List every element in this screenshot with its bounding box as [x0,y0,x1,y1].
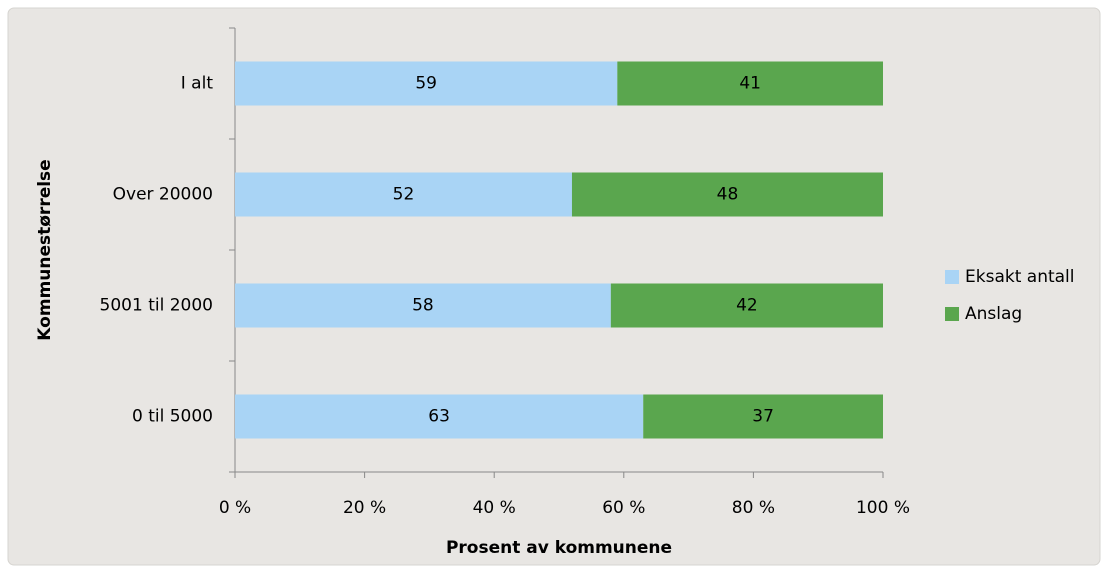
data-label: 59 [415,74,437,94]
data-label: 42 [736,296,758,316]
x-tick-label: 40 % [473,498,516,518]
x-tick-label: 0 % [219,498,251,518]
legend-swatch [945,307,959,321]
legend-swatch [945,270,959,284]
x-tick-label: 60 % [602,498,645,518]
data-label: 52 [393,185,415,205]
y-axis-title: Kommunestørrelse [35,159,55,340]
x-tick-label: 100 % [856,498,910,518]
x-axis-title: Prosent av kommunene [446,538,672,558]
bar-segment [643,394,883,439]
y-tick-label: I alt [181,74,214,94]
legend-label: Anslag [965,304,1022,324]
bar-segment [235,61,618,106]
y-tick-label: Over 20000 [113,185,213,205]
y-tick-label: 0 til 5000 [132,407,213,427]
x-tick-label: 20 % [343,498,386,518]
data-label: 58 [412,296,434,316]
legend-label: Eksakt antall [965,267,1075,287]
data-label: 37 [752,407,774,427]
bar-segment [617,61,883,106]
data-label: 63 [428,407,450,427]
bar-segment [571,172,883,217]
bar-segment [610,283,883,328]
y-tick-label: 5001 til 2000 [100,296,213,316]
data-label: 48 [717,185,739,205]
bar-segment [235,394,644,439]
data-label: 41 [739,74,761,94]
bar-segment [235,172,572,217]
bar-segment [235,283,611,328]
x-tick-label: 80 % [732,498,775,518]
